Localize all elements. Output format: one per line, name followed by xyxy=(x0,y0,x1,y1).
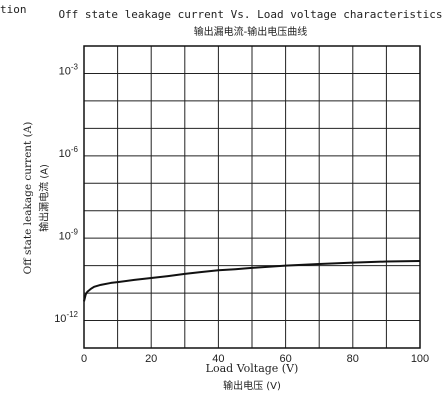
truncated-left-text: tion xyxy=(0,3,27,16)
chart-title: Off state leakage current Vs. Load volta… xyxy=(58,8,443,21)
x-tick-label: 100 xyxy=(411,353,429,365)
y-axis-label: Off state leakage current (A) xyxy=(22,121,34,275)
x-tick-label: 0 xyxy=(81,353,87,365)
y-tick-label: 10-3 xyxy=(59,63,79,78)
y-tick-label: 10-9 xyxy=(59,227,79,242)
plot-frame xyxy=(83,45,421,349)
x-tick-labels: 0 20 40 60 80 100 xyxy=(81,353,429,365)
x-axis-label: Load Voltage (V) xyxy=(205,362,299,375)
series-line xyxy=(83,259,421,302)
x-axis-label-cn: 输出电压 (V) xyxy=(223,381,281,392)
grid-lines xyxy=(84,46,420,348)
y-tick-label: 10-12 xyxy=(54,310,78,325)
x-tick-label: 40 xyxy=(212,353,224,365)
y-tick-label: 10-6 xyxy=(59,145,79,160)
chart-subtitle: 输出漏电流-输出电压曲线 xyxy=(193,27,308,38)
series-group xyxy=(83,259,421,302)
y-tick-labels: 10-3 10-6 10-9 10-12 xyxy=(54,63,78,325)
x-tick-label: 20 xyxy=(145,353,157,365)
x-tick-label: 80 xyxy=(347,353,359,365)
y-axis-label-cn: 输出漏电流 (A) xyxy=(39,164,51,232)
x-tick-label: 60 xyxy=(279,353,291,365)
